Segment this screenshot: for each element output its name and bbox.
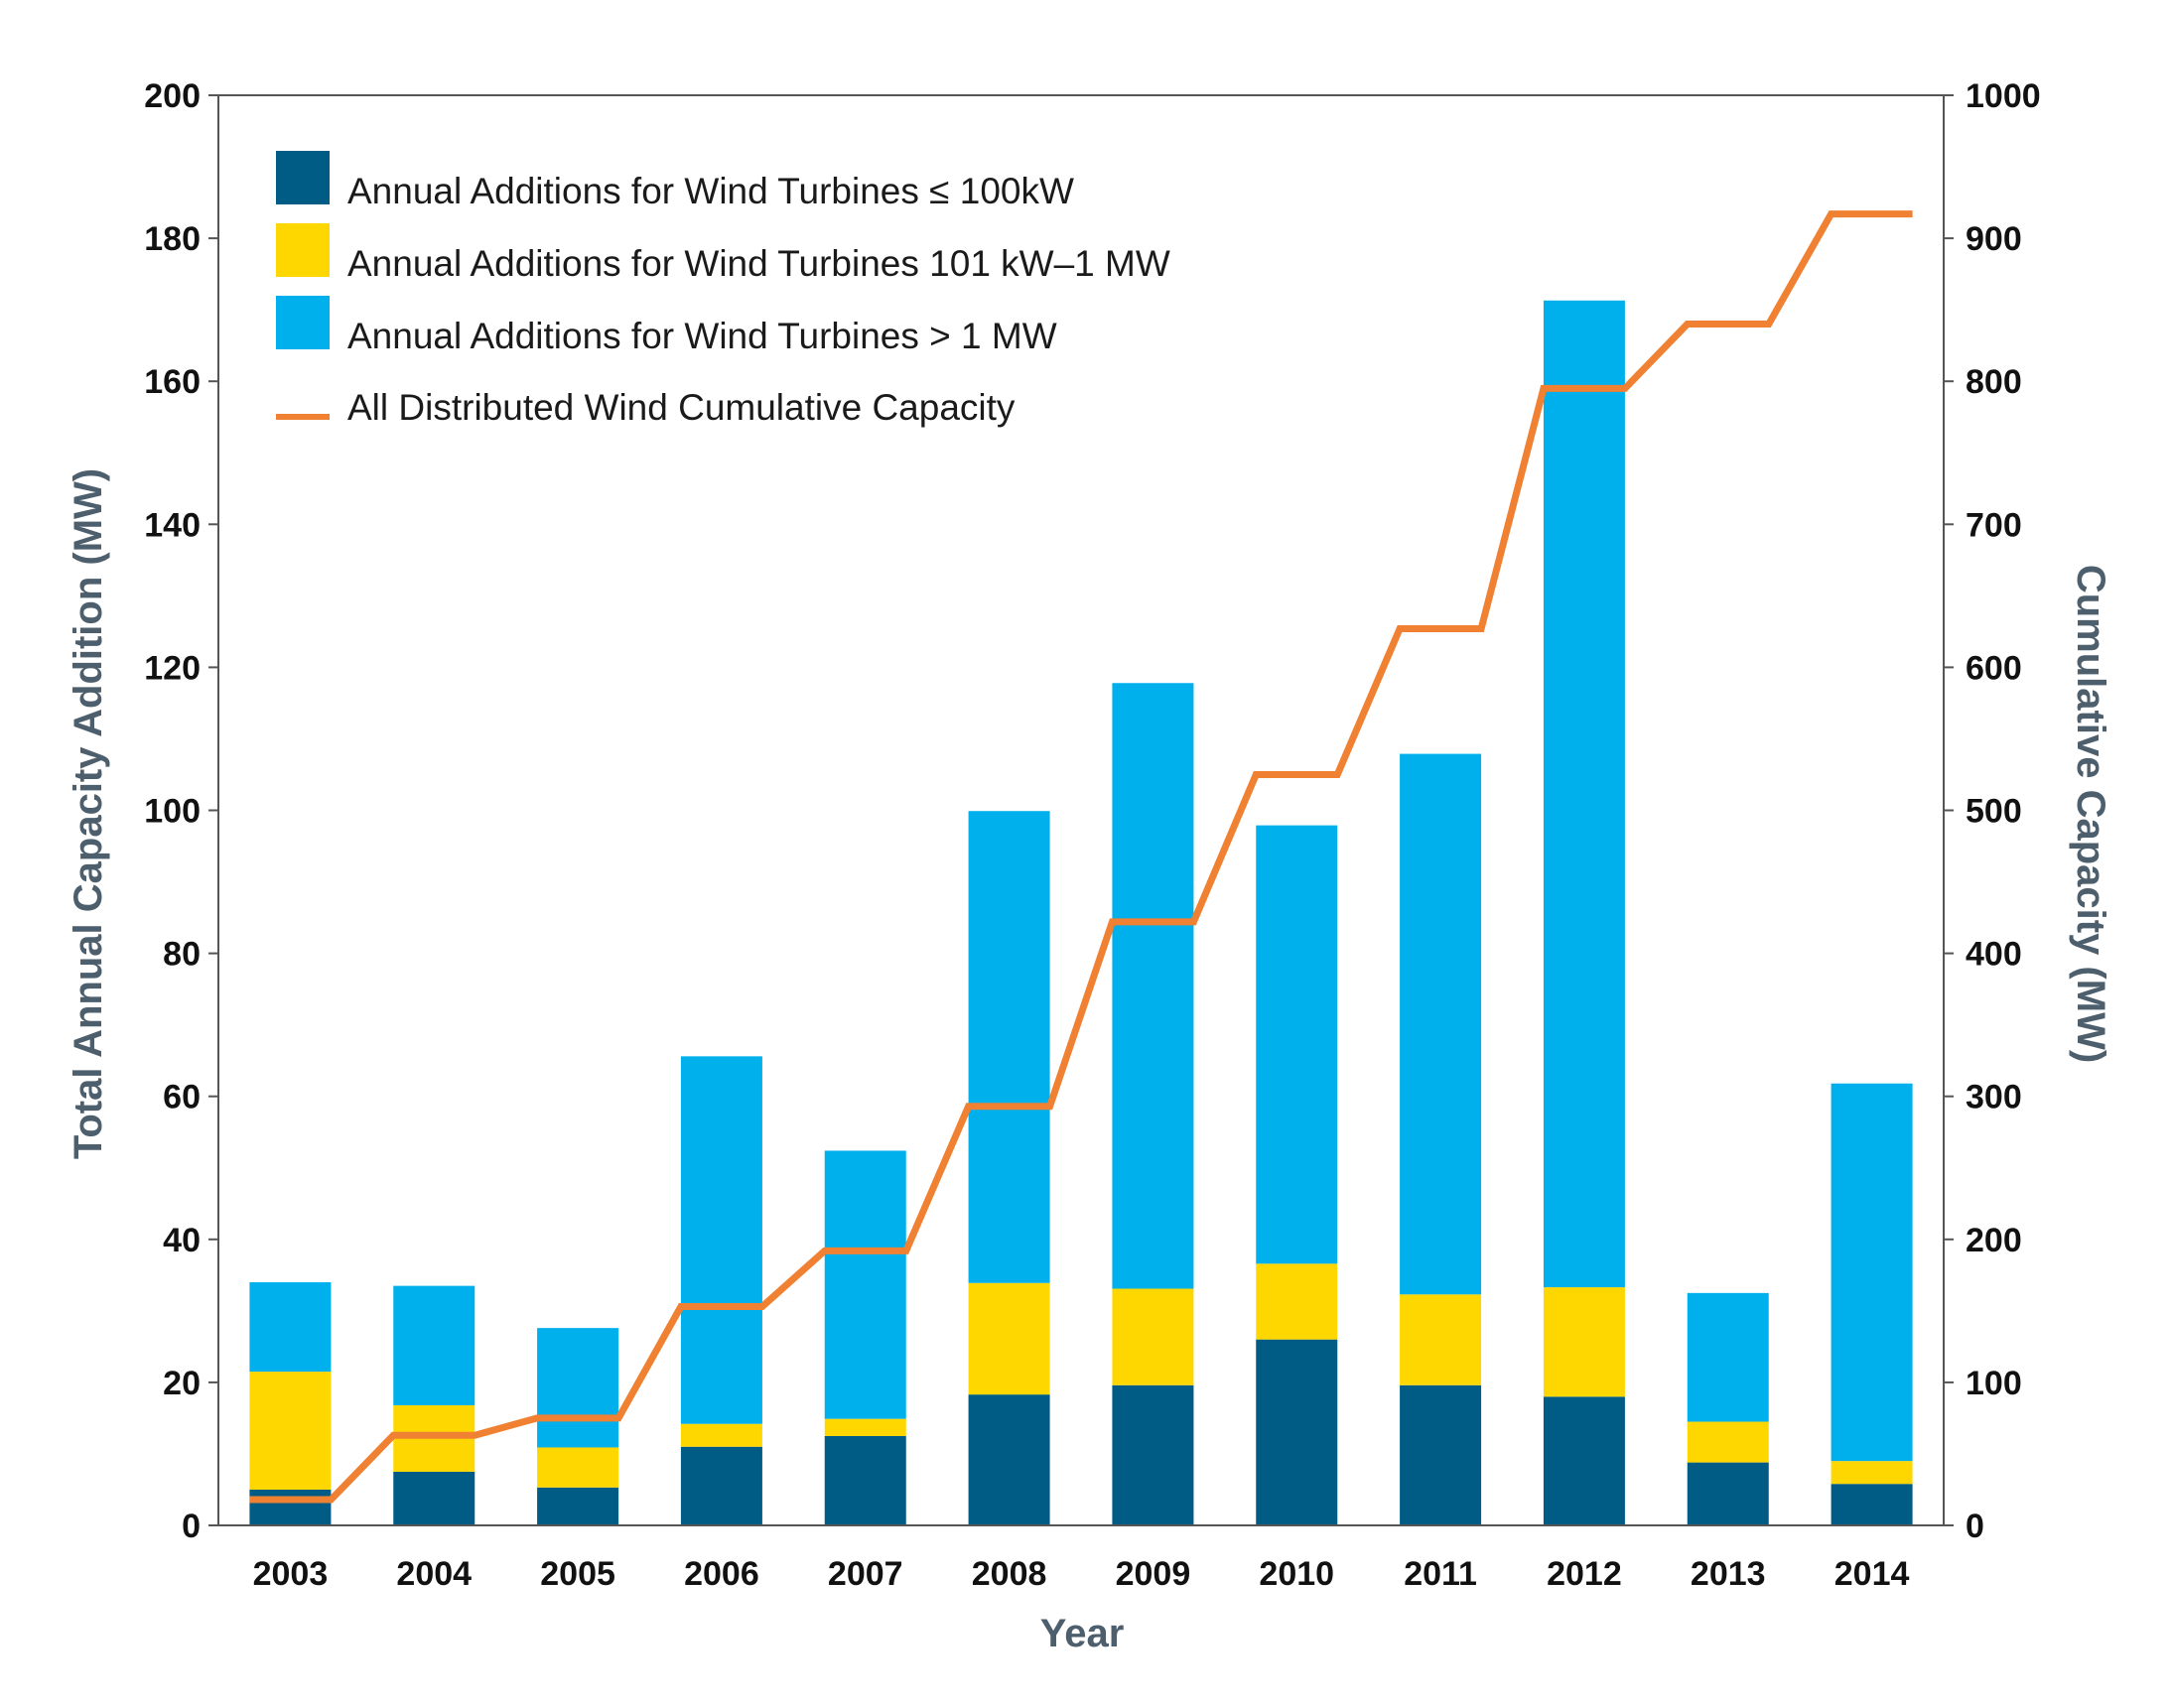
y-tick-label-80: 80 bbox=[163, 936, 201, 974]
x-tick-label-2011: 2011 bbox=[1404, 1555, 1477, 1593]
y-tick-label-100: 100 bbox=[144, 793, 201, 831]
y-tick-label-20: 20 bbox=[163, 1365, 201, 1402]
bar-small-2003 bbox=[249, 1489, 332, 1525]
bar-small-2005 bbox=[537, 1487, 619, 1525]
bar-small-2014 bbox=[1831, 1484, 1913, 1525]
bar-small-2010 bbox=[1256, 1339, 1338, 1525]
bar-mid-2012 bbox=[1543, 1287, 1625, 1397]
legend-label-large: Annual Additions for Wind Turbines > 1 M… bbox=[347, 316, 1057, 356]
bar-large-2011 bbox=[1400, 753, 1482, 1295]
bar-small-2004 bbox=[393, 1471, 475, 1525]
y-tick-label-120: 120 bbox=[144, 649, 201, 687]
bar-large-2005 bbox=[537, 1328, 619, 1448]
y-tick-label-180: 180 bbox=[144, 220, 201, 258]
x-tick-label-2008: 2008 bbox=[972, 1555, 1047, 1593]
x-tick-label-2009: 2009 bbox=[1116, 1555, 1191, 1593]
bar-large-2007 bbox=[824, 1150, 906, 1419]
y2-tick-label-0: 0 bbox=[1966, 1508, 1984, 1545]
x-tick-label-2012: 2012 bbox=[1547, 1555, 1622, 1593]
bar-large-2003 bbox=[249, 1282, 332, 1373]
legend-label-cumulative: All Distributed Wind Cumulative Capacity bbox=[347, 387, 1016, 428]
bar-mid-2007 bbox=[824, 1418, 906, 1436]
y-axis-ticks: 0 20 40 60 80 100 120 140 160 180 200 bbox=[144, 77, 218, 1545]
y2-tick-label-1000: 1000 bbox=[1966, 77, 2041, 115]
bar-mid-2010 bbox=[1256, 1263, 1338, 1340]
x-tick-label-2010: 2010 bbox=[1259, 1555, 1334, 1593]
x-tick-label-2006: 2006 bbox=[684, 1555, 759, 1593]
y2-tick-label-300: 300 bbox=[1966, 1079, 2022, 1117]
y-tick-label-140: 140 bbox=[144, 506, 201, 544]
y2-axis-ticks: 0 100 200 300 400 500 600 700 800 900 1000 bbox=[1944, 77, 2041, 1545]
bar-large-2004 bbox=[393, 1285, 475, 1405]
bar-mid-2014 bbox=[1831, 1461, 1913, 1485]
bar-large-2010 bbox=[1256, 825, 1338, 1264]
legend-label-small: Annual Additions for Wind Turbines ≤ 100… bbox=[347, 171, 1074, 211]
bars-layer bbox=[249, 300, 1913, 1525]
bar-small-2012 bbox=[1543, 1396, 1625, 1525]
x-tick-label-2013: 2013 bbox=[1691, 1555, 1766, 1593]
bar-mid-2006 bbox=[680, 1423, 762, 1447]
x-axis-title: Year bbox=[1040, 1612, 1125, 1655]
y-tick-label-200: 200 bbox=[144, 77, 201, 115]
bar-mid-2008 bbox=[968, 1282, 1050, 1395]
y2-axis-title: Cumulative Capacity (MW) bbox=[2069, 565, 2112, 1063]
bar-small-2008 bbox=[968, 1394, 1050, 1525]
y2-tick-label-800: 800 bbox=[1966, 363, 2022, 401]
plot-frame bbox=[217, 94, 1945, 1526]
y2-tick-label-700: 700 bbox=[1966, 506, 2022, 544]
y-tick-label-60: 60 bbox=[163, 1079, 201, 1117]
x-tick-label-2014: 2014 bbox=[1834, 1555, 1910, 1593]
x-tick-label-2004: 2004 bbox=[396, 1555, 472, 1593]
bar-small-2006 bbox=[680, 1446, 762, 1525]
x-axis-ticks: 2003 2004 2005 2006 2007 2008 2009 2010 2011 2012… bbox=[253, 1555, 1910, 1593]
bar-large-2012 bbox=[1543, 300, 1625, 1288]
y-tick-label-40: 40 bbox=[163, 1222, 201, 1259]
bar-large-2013 bbox=[1687, 1292, 1769, 1422]
bar-small-2007 bbox=[824, 1435, 906, 1525]
y2-tick-label-900: 900 bbox=[1966, 220, 2022, 258]
bar-large-2014 bbox=[1831, 1083, 1913, 1462]
bar-large-2006 bbox=[680, 1056, 762, 1424]
x-tick-label-2003: 2003 bbox=[253, 1555, 329, 1593]
x-tick-label-2007: 2007 bbox=[828, 1555, 903, 1593]
legend: Annual Additions for Wind Turbines ≤ 100… bbox=[276, 151, 1170, 428]
legend-swatch-mid bbox=[276, 223, 330, 277]
y2-tick-label-500: 500 bbox=[1966, 793, 2022, 831]
bar-mid-2009 bbox=[1112, 1288, 1194, 1385]
y-axis-title: Total Annual Capacity Addition (MW) bbox=[67, 468, 110, 1159]
legend-swatch-large bbox=[276, 296, 330, 349]
bar-small-2011 bbox=[1400, 1384, 1482, 1525]
bar-mid-2003 bbox=[249, 1372, 332, 1490]
x-tick-label-2005: 2005 bbox=[540, 1555, 615, 1593]
y2-tick-label-100: 100 bbox=[1966, 1365, 2022, 1402]
cumulative-line-layer bbox=[249, 210, 1913, 1504]
legend-label-mid: Annual Additions for Wind Turbines 101 k… bbox=[347, 243, 1170, 284]
bar-small-2009 bbox=[1112, 1384, 1194, 1525]
bar-mid-2011 bbox=[1400, 1294, 1482, 1385]
y2-tick-label-400: 400 bbox=[1966, 936, 2022, 974]
y-tick-label-0: 0 bbox=[182, 1508, 201, 1545]
bar-small-2013 bbox=[1687, 1462, 1769, 1525]
bar-mid-2013 bbox=[1687, 1421, 1769, 1463]
legend-swatch-small bbox=[276, 151, 330, 204]
y2-tick-label-200: 200 bbox=[1966, 1222, 2022, 1259]
y-tick-label-160: 160 bbox=[144, 363, 201, 401]
y2-tick-label-600: 600 bbox=[1966, 649, 2022, 687]
bar-large-2008 bbox=[968, 811, 1050, 1283]
bar-mid-2005 bbox=[537, 1447, 619, 1488]
cumulative-capacity-line bbox=[249, 210, 1913, 1504]
bar-large-2009 bbox=[1112, 683, 1194, 1289]
